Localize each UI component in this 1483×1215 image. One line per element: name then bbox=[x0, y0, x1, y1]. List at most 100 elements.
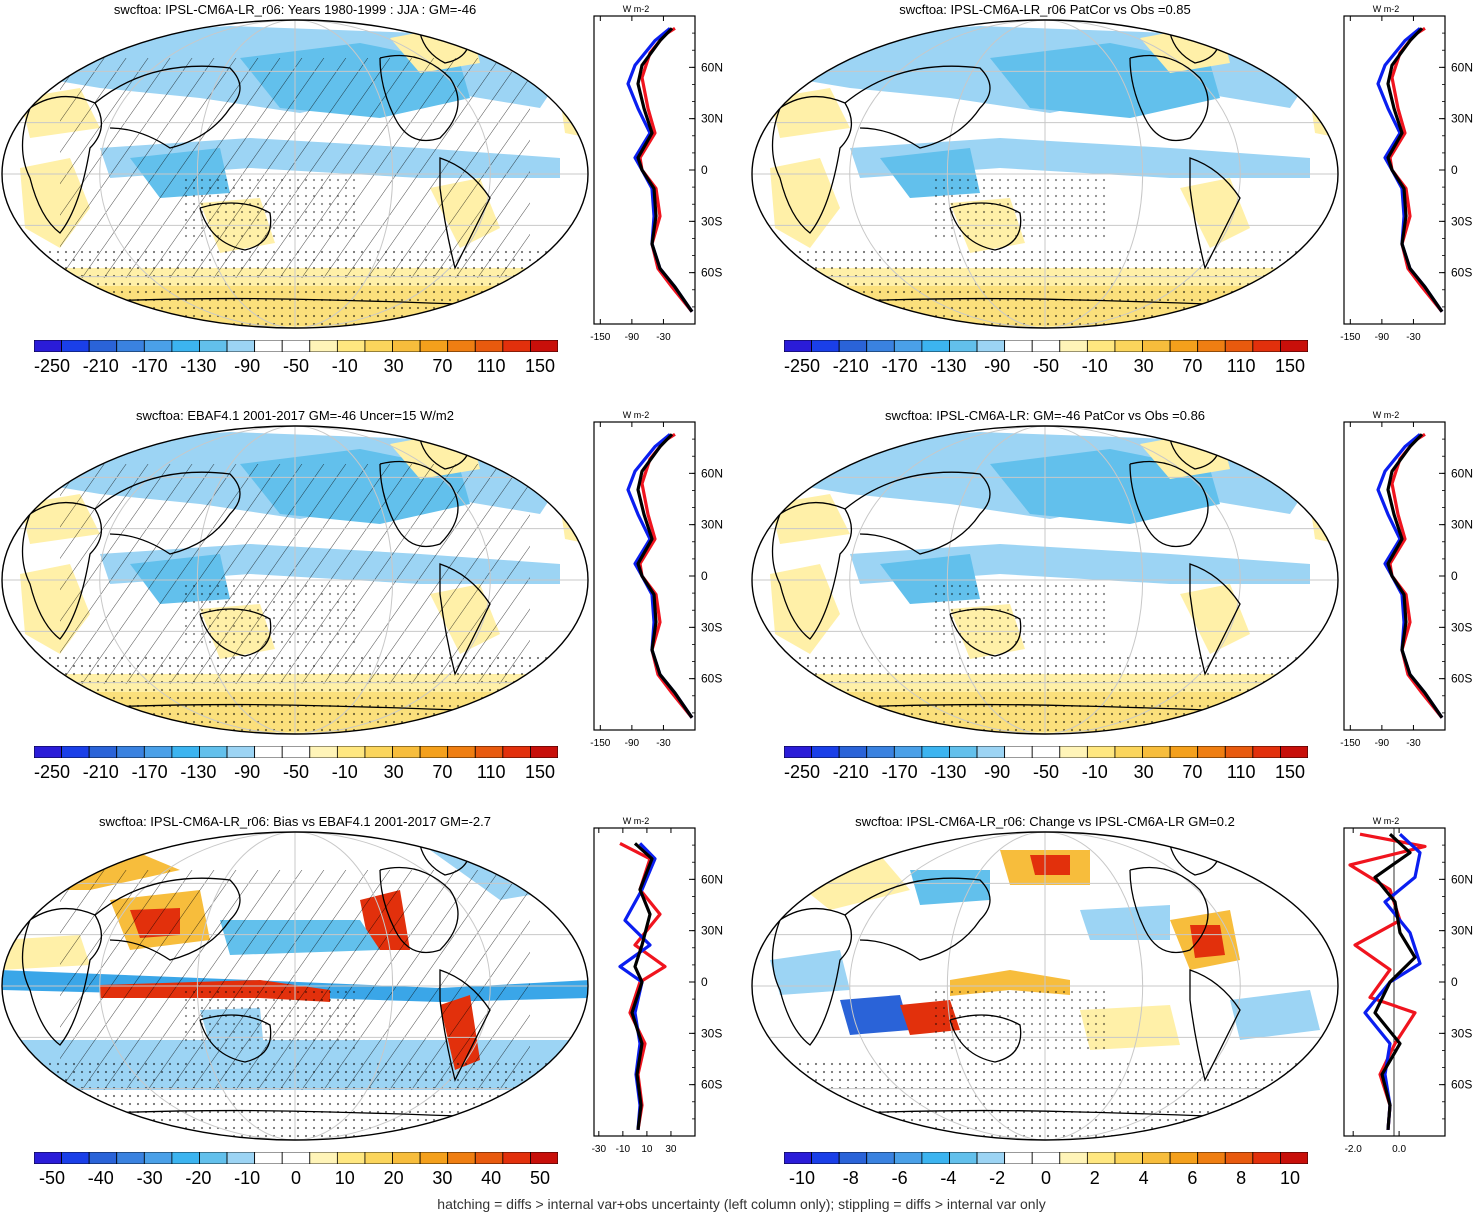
profile-frame bbox=[1343, 827, 1446, 1137]
coastline-4 bbox=[439, 969, 491, 1082]
colorbar-box bbox=[1252, 1152, 1281, 1164]
panel-title: swcftoa: IPSL-CM6A-LR_r06: Change vs IPS… bbox=[855, 814, 1235, 829]
robinson-map bbox=[1, 831, 589, 1141]
profile-unit: W m-2 bbox=[623, 410, 650, 420]
panel-model-ensemble-patcor: swcftoa: IPSL-CM6A-LR: GM=-46 PatCor vs … bbox=[750, 408, 1480, 798]
colorbar-box bbox=[419, 1152, 449, 1164]
profile-xlabel: 10 bbox=[641, 1144, 653, 1155]
colorbar-label: 4 bbox=[1138, 1168, 1149, 1188]
colorbar-label: -90 bbox=[984, 356, 1011, 376]
colorbar-label: 20 bbox=[383, 1168, 404, 1188]
coastline-0 bbox=[21, 501, 102, 640]
colorbar-box bbox=[1031, 1152, 1061, 1164]
colorbar-box bbox=[474, 1152, 504, 1164]
north-pacific-strong-change bbox=[1030, 855, 1070, 875]
profile-ylabel: 30S bbox=[1451, 1026, 1472, 1040]
colorbar-label: -50 bbox=[38, 1168, 66, 1188]
profile-ylabel: 60S bbox=[701, 672, 722, 686]
colorbar-box bbox=[1059, 340, 1088, 352]
profile-ylabel: 30N bbox=[1451, 112, 1473, 126]
colorbar-box bbox=[976, 1152, 1006, 1164]
robinson-map bbox=[1, 19, 589, 329]
profile-ylabel: 0 bbox=[1451, 163, 1458, 177]
colorbar-label: 150 bbox=[1274, 356, 1306, 376]
graticule bbox=[2, 426, 588, 734]
colorbar-box bbox=[199, 340, 228, 352]
graticule bbox=[2, 832, 588, 1140]
colorbar-box bbox=[61, 340, 90, 352]
colorbar-label: 110 bbox=[1226, 356, 1256, 376]
coastline-2 bbox=[199, 1014, 272, 1063]
colorbar-label: 40 bbox=[481, 1168, 502, 1188]
colorbar-labels: -250 -210 -170 -130 -90 -50 -10 30 70 110 150 bbox=[34, 762, 558, 784]
profile-line-red bbox=[1388, 26, 1444, 313]
colorbar-box bbox=[364, 340, 393, 352]
profile-ylabel: 0 bbox=[1451, 569, 1458, 583]
colorbar-box bbox=[921, 340, 950, 352]
robinson-map bbox=[751, 831, 1339, 1141]
colorbar-box bbox=[949, 340, 978, 352]
profile-xlabel: -90 bbox=[625, 738, 640, 749]
coastline-4 bbox=[1189, 969, 1241, 1082]
coastline-1 bbox=[94, 65, 241, 149]
panel-title: swcftoa: IPSL-CM6A-LR_r06: Bias vs EBAF4… bbox=[99, 814, 491, 829]
colorbar-box bbox=[309, 1152, 338, 1164]
coastline-2 bbox=[949, 1014, 1022, 1063]
coastline-4 bbox=[439, 563, 491, 676]
profile-ylabel: 0 bbox=[1451, 975, 1458, 989]
colorbar-label: 110 bbox=[1226, 762, 1256, 782]
colorbar-label: -90 bbox=[234, 356, 261, 376]
colorbar-box bbox=[1280, 340, 1308, 352]
colorbar-label: 150 bbox=[524, 762, 556, 782]
colorbar-label: -250 bbox=[33, 356, 71, 376]
colorbar-label: 30 bbox=[1133, 762, 1154, 782]
colorbar-box bbox=[336, 746, 366, 758]
colorbar-box bbox=[1142, 746, 1171, 758]
coastline-3 bbox=[1129, 866, 1209, 954]
profile-ylabel: 60S bbox=[1451, 266, 1472, 280]
colorbar-label: -20 bbox=[185, 1168, 212, 1188]
colorbar-box bbox=[392, 1152, 421, 1164]
colorbar-box bbox=[838, 340, 868, 352]
colorbar-label: 30 bbox=[383, 356, 404, 376]
colorbar-box bbox=[116, 340, 145, 352]
colorbar-box bbox=[199, 746, 228, 758]
coastline-2 bbox=[949, 608, 1022, 657]
profile-xlabel: -150 bbox=[590, 332, 610, 343]
colorbar bbox=[34, 746, 558, 758]
colorbar-box bbox=[502, 340, 531, 352]
profile-unit: W m-2 bbox=[1373, 4, 1400, 14]
south-atlantic-change bbox=[1230, 990, 1320, 1040]
profile-xlabel: -150 bbox=[590, 738, 610, 749]
profile-line-red bbox=[1388, 432, 1444, 719]
colorbar-box bbox=[976, 746, 1006, 758]
colorbar-label: -170 bbox=[881, 762, 918, 782]
colorbar-box bbox=[474, 340, 504, 352]
robinson-map bbox=[751, 425, 1339, 735]
colorbar-label: 70 bbox=[432, 356, 453, 376]
colorbar-label: 30 bbox=[1133, 356, 1154, 376]
colorbar-box bbox=[199, 1152, 228, 1164]
profile-line-black bbox=[630, 842, 654, 1131]
colorbar-label: -130 bbox=[930, 356, 967, 376]
colorbar-label: -50 bbox=[1032, 762, 1060, 782]
colorbar-box bbox=[88, 1152, 118, 1164]
zonal-mean-profile: 60N 30N 0 30S 60S -150 -90 -30 W m-2 bbox=[1340, 4, 1473, 343]
colorbar-label: -170 bbox=[881, 356, 918, 376]
robinson-map bbox=[751, 19, 1339, 329]
africa-change bbox=[770, 950, 850, 995]
graticule bbox=[2, 20, 588, 328]
profile-ylabel: 60N bbox=[701, 60, 723, 74]
map-outline bbox=[1, 831, 589, 1141]
colorbar-labels: -250 -210 -170 -130 -90 -50 -10 30 70 110 150 bbox=[784, 762, 1308, 784]
colorbar-label: 110 bbox=[476, 762, 506, 782]
colorbar-label: -10 bbox=[331, 762, 358, 782]
colorbar-label: 150 bbox=[1274, 762, 1306, 782]
coastline-1 bbox=[844, 65, 991, 149]
colorbar-box bbox=[34, 340, 62, 352]
profile-xlabel: 0.0 bbox=[1392, 1144, 1406, 1155]
profile-xlabel: -30 bbox=[656, 738, 671, 749]
colorbar-box bbox=[893, 340, 923, 352]
profile-line-blue bbox=[1363, 832, 1422, 1130]
colorbar-label: 10 bbox=[334, 1168, 355, 1188]
